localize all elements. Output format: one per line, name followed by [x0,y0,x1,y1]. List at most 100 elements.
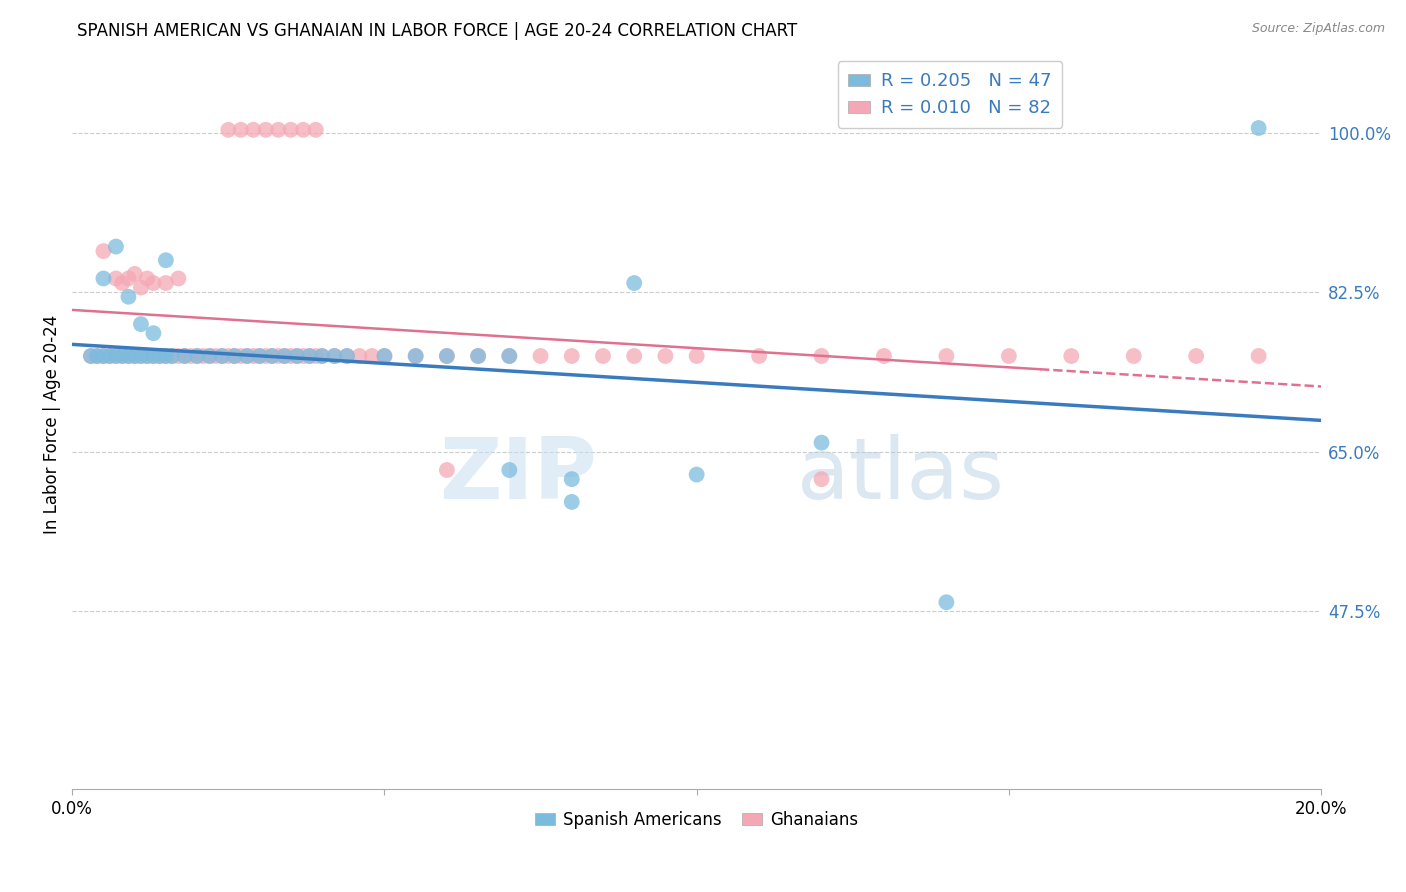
Point [298,349,321,363]
Point [436,463,458,477]
Point [129,349,152,363]
Point [217,123,239,137]
Point [224,349,246,363]
Point [186,349,208,363]
Point [167,271,190,285]
Point [229,349,252,363]
Point [685,349,707,363]
Point [111,276,134,290]
Point [142,326,165,341]
Point [873,349,896,363]
Point [467,349,489,363]
Point [592,349,614,363]
Point [467,349,489,363]
Point [211,349,233,363]
Point [98,349,121,363]
Point [117,290,139,304]
Point [80,349,103,363]
Point [242,349,264,363]
Point [305,123,328,137]
Point [224,349,246,363]
Point [436,349,458,363]
Point [323,349,346,363]
Point [373,349,395,363]
Point [149,349,172,363]
Point [254,123,277,137]
Point [124,349,146,363]
Point [1060,349,1083,363]
Point [561,349,583,363]
Point [336,349,359,363]
Point [142,276,165,290]
Text: atlas: atlas [797,434,1004,517]
Text: SPANISH AMERICAN VS GHANAIAN IN LABOR FORCE | AGE 20-24 CORRELATION CHART: SPANISH AMERICAN VS GHANAIAN IN LABOR FO… [77,22,797,40]
Point [173,349,195,363]
Point [249,349,271,363]
Point [685,467,707,482]
Point [311,349,333,363]
Point [654,349,676,363]
Text: Source: ZipAtlas.com: Source: ZipAtlas.com [1251,22,1385,36]
Point [217,349,239,363]
Point [111,349,134,363]
Point [292,349,315,363]
Point [129,349,152,363]
Point [1247,349,1270,363]
Point [498,349,520,363]
Point [111,349,134,363]
Point [280,349,302,363]
Point [748,349,770,363]
Point [998,349,1021,363]
Point [117,271,139,285]
Point [211,349,233,363]
Point [935,349,957,363]
Point [93,349,115,363]
Point [260,349,283,363]
Point [311,349,333,363]
Point [273,349,295,363]
Point [623,349,645,363]
Point [336,349,359,363]
Point [104,349,127,363]
Point [436,349,458,363]
Point [285,349,308,363]
Point [249,349,271,363]
Point [117,349,139,363]
Point [180,349,202,363]
Point [260,349,283,363]
Point [236,349,259,363]
Point [810,435,832,450]
Point [167,349,190,363]
Point [1185,349,1208,363]
Y-axis label: In Labor Force | Age 20-24: In Labor Force | Age 20-24 [44,315,60,534]
Point [198,349,221,363]
Point [810,472,832,486]
Point [86,349,108,363]
Point [498,349,520,363]
Point [561,495,583,509]
Point [280,123,302,137]
Point [1247,120,1270,135]
Point [292,123,315,137]
Point [129,317,152,331]
Text: ZIP: ZIP [439,434,596,517]
Point [155,276,177,290]
Point [136,271,159,285]
Point [136,349,159,363]
Point [236,349,259,363]
Point [86,349,108,363]
Point [349,349,371,363]
Point [155,253,177,268]
Point [323,349,346,363]
Point [229,123,252,137]
Point [124,267,146,281]
Point [498,463,520,477]
Point [267,123,290,137]
Point [93,349,115,363]
Point [186,349,208,363]
Point [361,349,384,363]
Point [810,349,832,363]
Point [1122,349,1144,363]
Point [155,349,177,363]
Point [104,349,127,363]
